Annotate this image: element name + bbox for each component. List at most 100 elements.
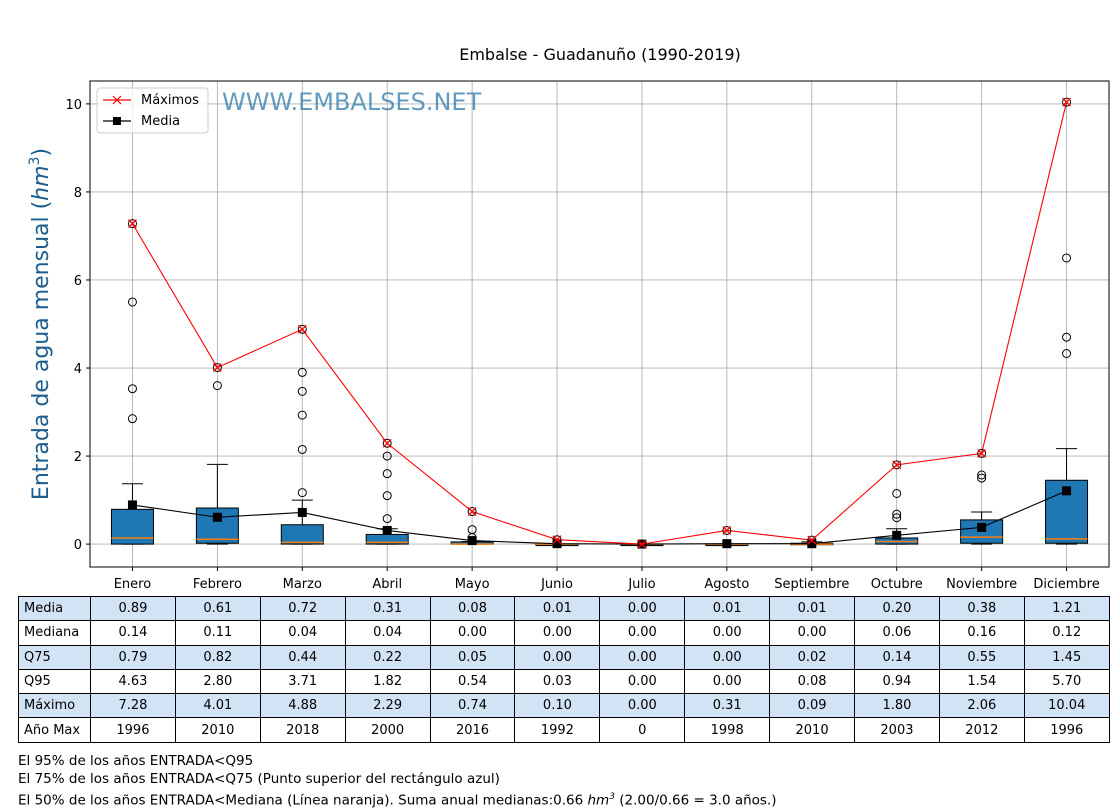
table-row: Mediana 0.14 0.11 0.04 0.04 0.00 0.00 0.00 0.00 0… [18,620,1110,646]
table-cell: 1.82 [344,668,431,695]
maximos-point [127,219,137,229]
table-cell: 2003 [854,717,940,743]
table-cell: 1.80 [854,693,940,719]
table-cell: 2.80 [174,668,261,695]
outlier-point [892,513,902,523]
maximos-outlier-point [552,535,562,545]
table-cell: 0.20 [854,595,940,622]
outlier-point [127,384,137,394]
box-plot-chart: Embalse - Guadanuño (1990-2019) WWW.EMBA… [27,45,1110,592]
media-point [297,507,307,517]
table-row: Q95 4.63 2.80 3.71 1.82 0.54 0.03 0.00 0.00 0.08 0… [18,668,1110,695]
table-cell: 2010 [174,717,261,743]
table-cell: 1992 [514,717,601,743]
note-unit: hm [587,792,610,809]
media-point [467,536,477,546]
media-line [132,490,1067,545]
table-cell: 1998 [684,717,771,743]
row-header: Año Max [18,717,91,743]
maximos-point [212,363,222,373]
table-cell: 0.74 [429,693,516,719]
table-cell: 0.06 [854,620,940,646]
maximos-outlier-point [212,363,222,373]
maximos-outlier-point [722,525,732,535]
table-cell: 0.61 [174,595,261,622]
table-cell: 0.00 [684,644,771,670]
table-cell: 0.00 [599,693,686,719]
maximos-outlier-point [297,324,307,334]
x-tick-label: Agosto [704,577,749,592]
x-axis: Enero Febrero Marzo Abril Mayo Junio Julio Agos… [114,567,1100,592]
maximos-point [382,438,392,448]
y-axis: 0 2 4 6 8 10 [65,98,90,553]
note-q75: El 75% de los años ENTRADA<Q75 (Punto su… [18,771,500,787]
maximos-outlier-point [382,438,392,448]
outlier-point [297,444,307,454]
y-tick-label: 8 [74,186,82,201]
y-tick-label: 0 [74,538,82,553]
table-cell: 0.79 [90,644,176,670]
outlier-point [382,491,392,501]
x-tick-label: Noviembre [946,577,1017,592]
maximos-point [467,507,477,516]
table-row: Q75 0.79 0.82 0.44 0.22 0.05 0.00 0.00 0.00 0.02 0… [18,644,1110,670]
boxes [110,253,1089,547]
table-cell: 0.00 [514,620,601,646]
outlier-point [1062,332,1072,342]
table-cell: 2.29 [344,693,431,719]
grid [90,81,1109,567]
outlier-point [297,488,307,498]
table-cell: 0.31 [684,693,771,719]
table-cell: 2016 [429,717,516,743]
table-cell: 0.00 [514,644,601,670]
outlier-point [1062,253,1072,263]
table-cell: 0 [599,717,686,743]
outlier-point [382,469,392,479]
table-cell: 0.14 [854,644,940,670]
table-cell: 0.03 [514,668,601,695]
outlier-point [892,488,902,498]
outlier-point [297,386,307,396]
maximos-point [552,535,562,545]
maximos-point [1062,97,1071,107]
table-row: Media 0.89 0.61 0.72 0.31 0.08 0.01 0.00 0.01 0.0… [18,595,1110,622]
table-cell: 0.00 [769,620,856,646]
table-cell: 2010 [769,717,856,743]
note-median: El 50% de los años ENTRADA<Mediana (Líne… [18,788,777,810]
table-cell: 10.04 [1023,693,1110,719]
y-axis-label: Entrada de agua mensual (hm3) [27,148,54,500]
series-lines [127,97,1072,549]
outlier-point [297,410,307,420]
table-cell: 0.08 [429,595,516,622]
box [110,508,154,545]
table-cell: 0.14 [90,620,176,646]
table-cell: 0.00 [599,620,686,646]
y-tick-label: 10 [65,98,82,113]
y-tick-label: 4 [74,362,82,377]
table-cell: 0.01 [769,595,856,622]
outlier-point [892,509,902,519]
media-point [127,500,137,510]
maximos-point [807,535,817,545]
table-cell: 0.02 [769,644,856,670]
table-cell: 0.22 [344,644,431,670]
table-cell: 0.01 [684,595,771,622]
table-cell: 0.09 [769,693,856,719]
table-cell: 0.04 [259,620,346,646]
media-point [892,530,902,540]
note-unit-exp: 3 [609,792,615,802]
table-cell: 0.05 [429,644,516,670]
table-cell: 0.55 [938,644,1025,670]
media-point [382,525,392,535]
table-cell: 0.08 [769,668,856,695]
maximos-point [637,539,647,549]
x-tick-label: Junio [540,577,573,592]
square-marker-icon [113,117,121,125]
row-header: Q75 [18,644,91,670]
watermark: WWW.EMBALSES.NET [222,88,482,116]
y-tick-label: 6 [74,274,82,289]
media-point [977,522,987,532]
outlier-point [382,514,392,524]
table-cell: 4.88 [259,693,346,719]
x-tick-label: Abril [372,577,402,592]
